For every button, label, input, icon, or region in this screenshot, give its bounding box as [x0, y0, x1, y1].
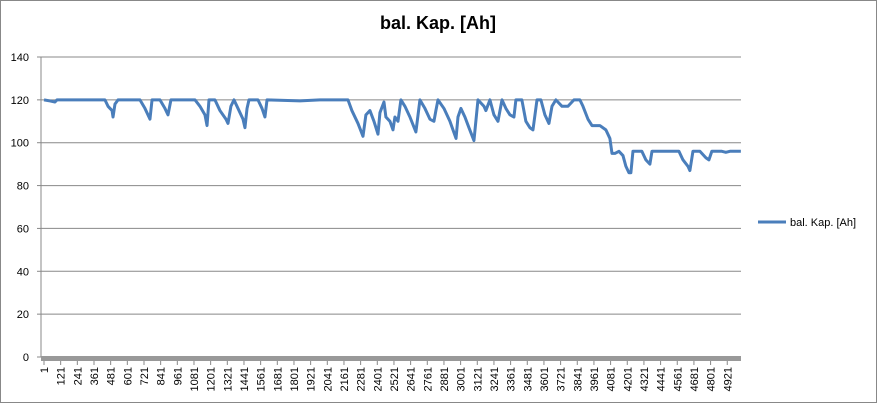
x-tick-label: 3241 [489, 367, 501, 391]
x-tick-label: 1081 [189, 367, 201, 391]
y-tick-label: 120 [11, 95, 29, 107]
x-tick-label: 3481 [522, 367, 534, 391]
x-tick-label: 1321 [222, 367, 234, 391]
y-tick-label: 100 [11, 138, 29, 150]
x-tick-label: 721 [139, 367, 151, 385]
x-tick-label: 2041 [322, 367, 334, 391]
x-tick-label: 4201 [622, 367, 634, 391]
x-tick-label: 1681 [272, 367, 284, 391]
x-tick-label: 4801 [706, 367, 718, 391]
x-tick-label: 121 [56, 367, 68, 385]
y-tick-label: 140 [11, 52, 29, 64]
y-tick-label: 0 [23, 352, 29, 364]
x-tick-label: 2761 [422, 367, 434, 391]
y-tick-label: 40 [17, 266, 29, 278]
x-tick-label: 2281 [356, 367, 368, 391]
x-tick-label: 4921 [722, 367, 734, 391]
x-tick-label: 4321 [639, 367, 651, 391]
data-line [43, 98, 741, 175]
y-tick-label: 20 [17, 309, 29, 321]
x-tick-label: 2881 [439, 367, 451, 391]
x-tick-label: 841 [156, 367, 168, 385]
y-tick-label: 80 [17, 181, 29, 193]
x-tick-label: 3961 [589, 367, 601, 391]
x-tick-label: 361 [89, 367, 101, 385]
x-tick-label: 1 [39, 367, 51, 373]
x-tick-label: 481 [106, 367, 118, 385]
x-tick-label: 2641 [406, 367, 418, 391]
chart-title: bal. Kap. [Ah] [380, 13, 496, 33]
x-tick-label: 1441 [239, 367, 251, 391]
x-tick-label: 1561 [256, 367, 268, 391]
x-tick-label: 4561 [672, 367, 684, 391]
x-tick-label: 1801 [289, 367, 301, 391]
x-tick-label: 3841 [572, 367, 584, 391]
x-tick-label: 3001 [456, 367, 468, 391]
x-tick-label: 601 [122, 367, 134, 385]
x-axis [41, 356, 741, 361]
x-tick-label: 3361 [506, 367, 518, 391]
x-tick-label: 2521 [389, 367, 401, 391]
x-tick-label: 961 [172, 367, 184, 385]
x-tick-label: 4441 [656, 367, 668, 391]
y-tick-label: 60 [17, 223, 29, 235]
x-tick-label: 1921 [306, 367, 318, 391]
x-tick-label: 2161 [339, 367, 351, 391]
x-tick-label: 1201 [206, 367, 218, 391]
x-tick-label: 3121 [472, 367, 484, 391]
x-tick-label: 3721 [556, 367, 568, 391]
x-tick-label: 4081 [606, 367, 618, 391]
x-tick-label: 241 [72, 367, 84, 385]
legend-label: bal. Kap. [Ah] [790, 217, 856, 229]
x-tick-label: 4681 [689, 367, 701, 391]
x-tick-label: 2401 [372, 367, 384, 391]
x-tick-label: 3601 [539, 367, 551, 391]
